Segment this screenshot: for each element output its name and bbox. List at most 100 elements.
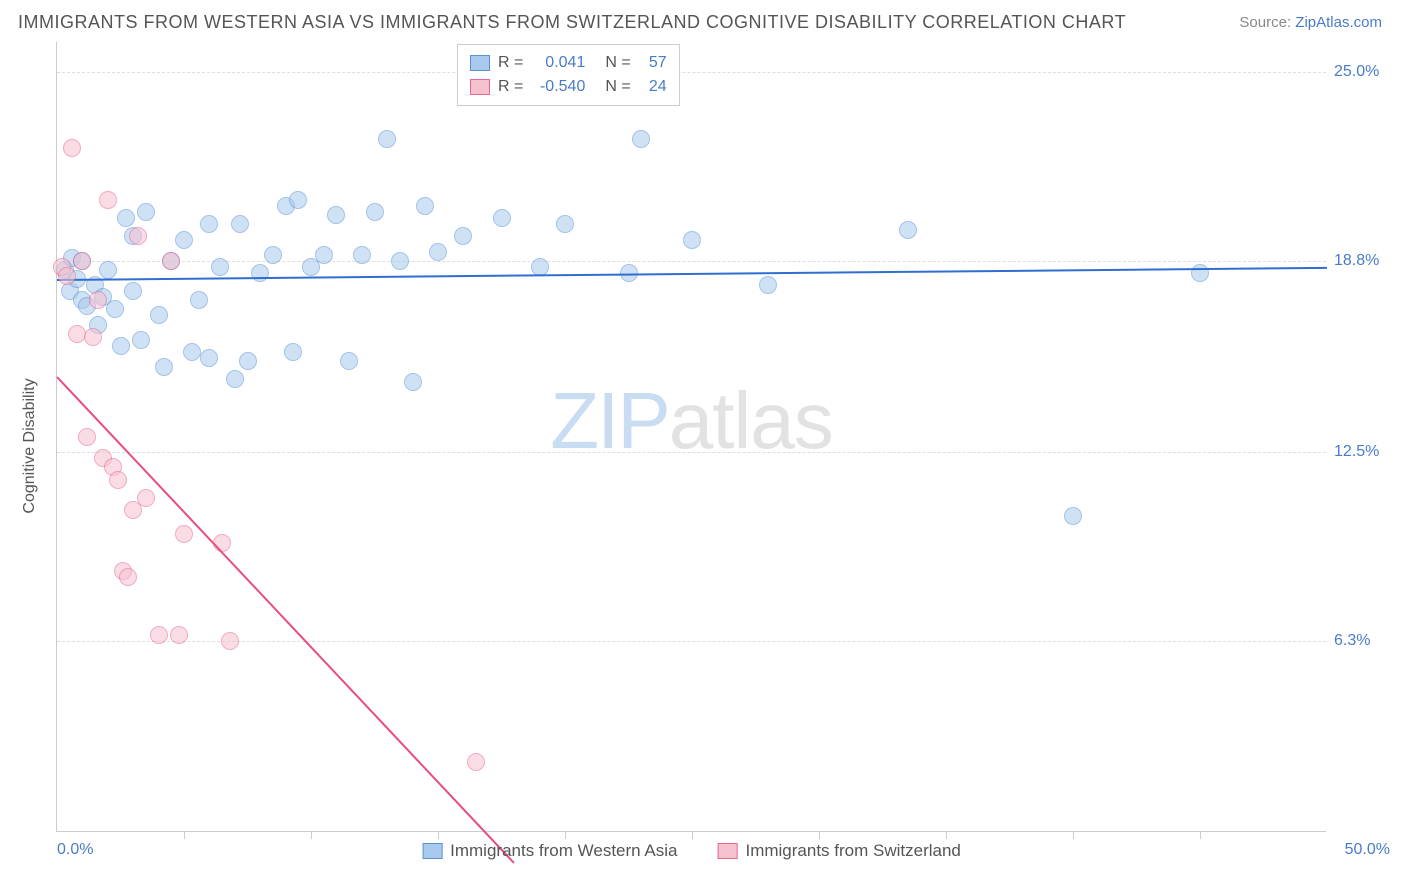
stats-legend: R = 0.041 N = 57R = -0.540 N = 24 — [457, 44, 680, 106]
scatter-point — [454, 227, 472, 245]
scatter-point — [124, 282, 142, 300]
scatter-point — [170, 626, 188, 644]
x-tick — [1200, 831, 1201, 839]
scatter-point — [150, 306, 168, 324]
legend-swatch — [422, 843, 442, 859]
plot-area: ZIPatlas 6.3%12.5%18.8%25.0%0.0%50.0%R =… — [56, 42, 1326, 832]
x-tick — [946, 831, 947, 839]
x-tick — [311, 831, 312, 839]
scatter-point — [129, 227, 147, 245]
scatter-point — [183, 343, 201, 361]
source-link[interactable]: ZipAtlas.com — [1295, 14, 1382, 31]
scatter-point — [284, 343, 302, 361]
series-legend-label: Immigrants from Western Asia — [450, 841, 677, 861]
x-range-left: 0.0% — [57, 841, 93, 859]
scatter-point — [315, 246, 333, 264]
stats-legend-row: R =-0.540N =24 — [470, 75, 667, 99]
scatter-point — [221, 632, 239, 650]
scatter-point — [416, 197, 434, 215]
legend-swatch — [470, 79, 490, 95]
scatter-point — [556, 215, 574, 233]
trend-line — [57, 267, 1327, 281]
scatter-point — [226, 370, 244, 388]
scatter-point — [1191, 264, 1209, 282]
n-value: 24 — [639, 78, 667, 96]
x-tick — [692, 831, 693, 839]
scatter-point — [211, 258, 229, 276]
series-legend: Immigrants from Western Asia Immigrants f… — [422, 841, 961, 861]
gridline — [57, 641, 1326, 642]
legend-swatch — [470, 55, 490, 71]
scatter-point — [150, 626, 168, 644]
y-tick-label: 18.8% — [1334, 252, 1390, 270]
chart-title: IMMIGRANTS FROM WESTERN ASIA VS IMMIGRAN… — [18, 12, 1126, 33]
scatter-point — [632, 130, 650, 148]
r-value: -0.540 — [531, 78, 585, 96]
scatter-point — [391, 252, 409, 270]
x-tick — [1073, 831, 1074, 839]
gridline — [57, 452, 1326, 453]
scatter-point — [200, 349, 218, 367]
scatter-point — [175, 525, 193, 543]
gridline — [57, 72, 1326, 73]
gridline — [57, 261, 1326, 262]
series-legend-label: Immigrants from Switzerland — [745, 841, 960, 861]
legend-swatch — [717, 843, 737, 859]
scatter-point — [200, 215, 218, 233]
source-label: Source: — [1239, 14, 1295, 31]
scatter-point — [251, 264, 269, 282]
scatter-point — [378, 130, 396, 148]
x-tick — [565, 831, 566, 839]
scatter-point — [683, 231, 701, 249]
n-label: N = — [605, 78, 630, 96]
x-tick — [184, 831, 185, 839]
r-value: 0.041 — [531, 54, 585, 72]
scatter-point — [63, 139, 81, 157]
scatter-point — [99, 261, 117, 279]
stats-legend-row: R = 0.041 N = 57 — [470, 51, 667, 75]
scatter-point — [231, 215, 249, 233]
scatter-point — [132, 331, 150, 349]
n-value: 57 — [639, 54, 667, 72]
scatter-point — [289, 191, 307, 209]
scatter-point — [190, 291, 208, 309]
scatter-point — [162, 252, 180, 270]
scatter-point — [99, 191, 117, 209]
scatter-point — [1064, 507, 1082, 525]
r-label: R = — [498, 54, 523, 72]
scatter-point — [78, 428, 96, 446]
scatter-point — [84, 328, 102, 346]
scatter-point — [213, 534, 231, 552]
scatter-point — [117, 209, 135, 227]
scatter-point — [759, 276, 777, 294]
scatter-point — [327, 206, 345, 224]
scatter-point — [137, 489, 155, 507]
y-axis-label: Cognitive Disability — [21, 378, 39, 513]
x-tick — [438, 831, 439, 839]
y-tick-label: 6.3% — [1334, 632, 1390, 650]
trend-line — [56, 377, 515, 865]
scatter-point — [899, 221, 917, 239]
scatter-point — [340, 352, 358, 370]
scatter-point — [106, 300, 124, 318]
scatter-point — [89, 291, 107, 309]
scatter-point — [366, 203, 384, 221]
scatter-point — [73, 252, 91, 270]
scatter-point — [429, 243, 447, 261]
y-tick-label: 25.0% — [1334, 63, 1390, 81]
scatter-point — [109, 471, 127, 489]
scatter-point — [239, 352, 257, 370]
scatter-point — [155, 358, 173, 376]
scatter-point — [119, 568, 137, 586]
source-attribution: Source: ZipAtlas.com — [1239, 14, 1382, 31]
scatter-point — [137, 203, 155, 221]
series-legend-item: Immigrants from Western Asia — [422, 841, 677, 861]
series-legend-item: Immigrants from Switzerland — [717, 841, 960, 861]
scatter-point — [353, 246, 371, 264]
n-label: N = — [605, 54, 630, 72]
scatter-point — [264, 246, 282, 264]
x-range-right: 50.0% — [1345, 841, 1390, 859]
x-tick — [819, 831, 820, 839]
scatter-point — [58, 267, 76, 285]
scatter-point — [531, 258, 549, 276]
